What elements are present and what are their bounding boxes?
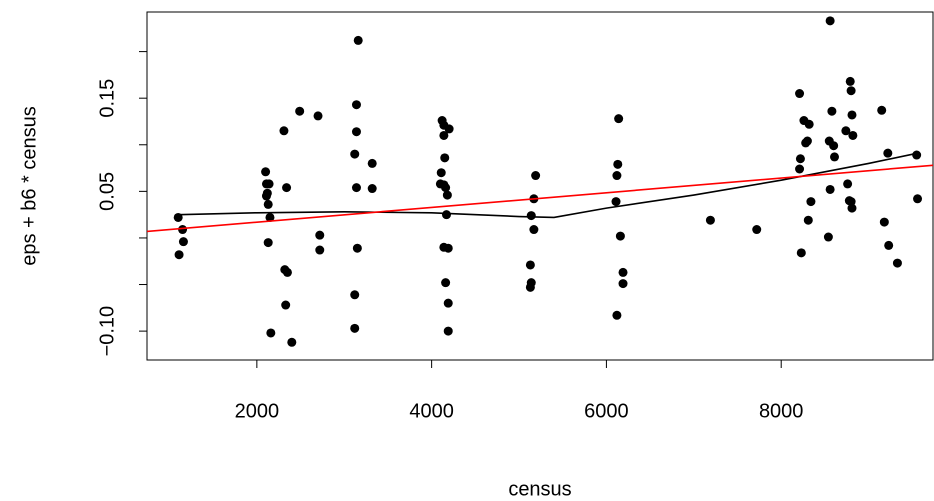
point <box>847 203 857 213</box>
point <box>263 238 273 248</box>
point <box>436 168 446 178</box>
point <box>351 100 361 110</box>
x-axis-title: census <box>508 478 571 500</box>
point <box>265 212 275 222</box>
point <box>613 159 623 169</box>
point <box>367 158 377 168</box>
point <box>367 184 377 194</box>
point <box>178 237 188 247</box>
point <box>439 130 449 140</box>
point <box>845 76 855 86</box>
point <box>825 184 835 194</box>
point <box>830 152 840 162</box>
point <box>266 328 276 338</box>
point <box>618 267 628 277</box>
point <box>847 110 857 120</box>
y-axis-title: eps + b6 * census <box>18 106 40 266</box>
point <box>443 243 453 253</box>
point <box>315 230 325 240</box>
point <box>281 300 291 310</box>
point <box>825 16 835 26</box>
point <box>611 197 621 207</box>
point <box>877 105 887 115</box>
point <box>615 231 625 241</box>
line <box>178 152 918 219</box>
point <box>618 279 628 289</box>
point <box>350 149 360 159</box>
point <box>264 179 274 189</box>
y-tick-label: −0.10 <box>96 306 118 357</box>
point <box>442 190 452 200</box>
point <box>883 148 893 158</box>
point <box>287 337 297 347</box>
point <box>440 153 450 163</box>
point <box>315 245 325 255</box>
point <box>261 191 271 201</box>
point <box>443 298 453 308</box>
point <box>823 232 833 242</box>
point <box>531 171 541 181</box>
point <box>295 106 305 116</box>
plot-frame <box>146 11 934 361</box>
point <box>282 183 292 193</box>
point <box>829 141 839 151</box>
point <box>846 86 856 96</box>
x-tick-label: 8000 <box>759 400 804 422</box>
point <box>441 278 451 288</box>
point <box>441 183 451 193</box>
point <box>443 326 453 336</box>
point <box>848 130 858 140</box>
point <box>525 282 535 292</box>
point <box>892 258 902 268</box>
point <box>614 114 624 124</box>
point <box>795 89 805 99</box>
point <box>313 111 323 121</box>
point <box>795 164 805 174</box>
y-tick-label: 0.05 <box>96 172 118 211</box>
point <box>279 126 289 136</box>
plot-area <box>147 16 933 347</box>
point <box>529 225 539 235</box>
point <box>444 124 454 134</box>
x-tick-label: 6000 <box>584 400 629 422</box>
point <box>879 217 889 227</box>
point <box>263 199 273 209</box>
point <box>261 167 271 177</box>
point <box>796 248 806 258</box>
point <box>526 211 536 221</box>
point <box>804 119 814 129</box>
point <box>174 250 184 260</box>
point <box>795 154 805 164</box>
point <box>352 243 362 253</box>
point <box>802 136 812 146</box>
point <box>351 183 361 193</box>
point <box>752 225 762 235</box>
point <box>705 215 715 225</box>
point <box>827 106 837 116</box>
point <box>525 260 535 270</box>
point <box>884 240 894 250</box>
point <box>351 127 361 137</box>
point <box>353 35 363 45</box>
x-tick-label: 4000 <box>409 400 454 422</box>
x-tick-label: 2000 <box>235 400 280 422</box>
line <box>147 164 933 233</box>
point <box>282 267 292 277</box>
point <box>350 290 360 300</box>
point <box>350 323 360 333</box>
point <box>612 171 622 181</box>
point <box>441 210 451 220</box>
point <box>803 215 813 225</box>
point <box>843 179 853 189</box>
point <box>612 310 622 320</box>
point <box>178 225 188 235</box>
y-tick-label: 0.15 <box>96 79 118 118</box>
point <box>913 194 923 204</box>
point <box>806 197 816 207</box>
point <box>912 150 922 160</box>
point <box>841 126 851 136</box>
